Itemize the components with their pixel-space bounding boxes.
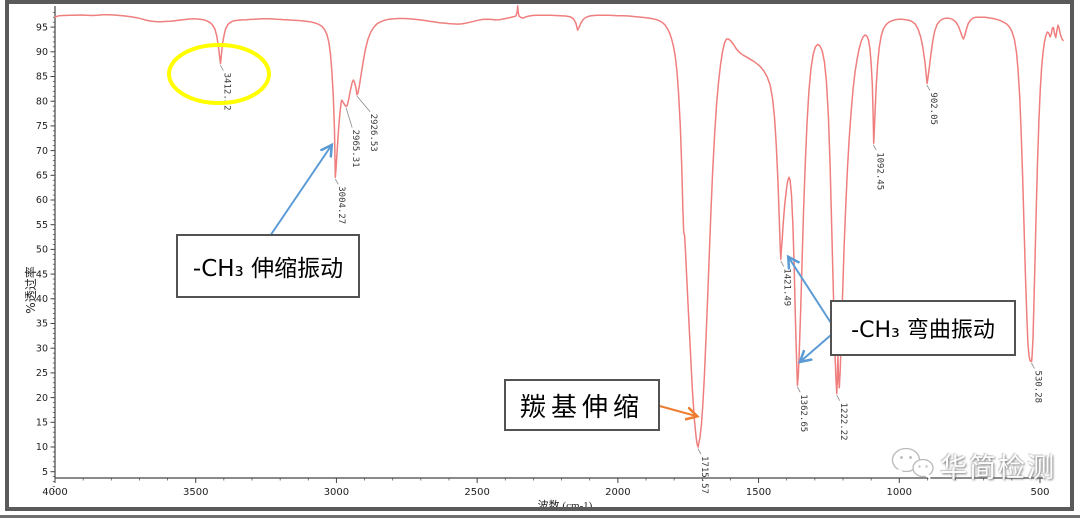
peak-label-leader <box>697 448 702 455</box>
peak-label: 1715.57 <box>699 456 709 494</box>
x-tick-label: 2000 <box>605 487 630 498</box>
peak-label-leader <box>872 144 877 151</box>
watermark: 华简检测 <box>890 444 1056 486</box>
y-tick-label: 95 <box>36 22 48 33</box>
y-tick-label: 40 <box>36 294 48 305</box>
x-tick-label: 4000 <box>42 487 67 498</box>
chat-bubbles-logo-icon <box>891 447 934 480</box>
y-tick-label: 55 <box>36 220 48 231</box>
y-tick-label: 5 <box>42 467 48 478</box>
peak-label: 530.28 <box>1032 371 1042 404</box>
y-tick-label: 15 <box>36 418 48 429</box>
y-tick-label: 70 <box>36 146 48 157</box>
y-tick-label: 80 <box>36 96 48 107</box>
y-tick-label: 85 <box>36 72 48 83</box>
peak-label: 2965.31 <box>350 130 360 168</box>
y-tick-label: 50 <box>36 245 48 256</box>
peak-label-leader <box>796 386 801 393</box>
peak-label-leader <box>345 108 353 128</box>
annotation-label-ch3-stretch: -CH₃ 伸缩振动 <box>192 256 344 282</box>
peak-label: 902.05 <box>928 92 938 125</box>
spectrum-line <box>54 5 1064 448</box>
peak-label: 1421.49 <box>782 268 792 306</box>
annotation-box-carbonyl: 羰基伸缩 <box>504 379 660 431</box>
annotation-box-ch3-stretch: -CH₃ 伸缩振动 <box>176 234 360 298</box>
annotation-label-carbonyl: 羰基伸缩 <box>519 392 644 422</box>
y-tick-label: 60 <box>36 195 48 206</box>
y-tick-label: 30 <box>36 343 48 354</box>
peak-label: 3412.32 <box>221 73 231 111</box>
ch3-stretch-arrow <box>269 146 331 237</box>
peak-label: 1362.65 <box>798 394 808 432</box>
y-tick-label: 65 <box>36 171 48 182</box>
x-tick-label: 3000 <box>324 487 349 498</box>
ch3-bend-arrow-upper <box>789 258 832 324</box>
y-tick-label: 35 <box>36 319 48 330</box>
peak-label-leader <box>1031 362 1035 369</box>
peak-label: 1092.45 <box>874 152 884 190</box>
y-tick-label: 25 <box>36 368 48 379</box>
y-axis-title: %透过率 <box>23 266 38 313</box>
peak-label-leader <box>356 96 371 113</box>
x-tick-label: 1500 <box>746 487 771 498</box>
x-tick-label: 3500 <box>183 487 208 498</box>
y-tick-label: 10 <box>36 442 48 453</box>
annotation-label-ch3-bend: -CH₃ 弯曲振动 <box>851 318 995 343</box>
y-tick-label: 90 <box>36 47 48 58</box>
peak-label-leader <box>780 260 785 267</box>
peak-label: 1222.22 <box>838 403 848 441</box>
y-tick-label: 45 <box>36 269 48 280</box>
annotation-box-ch3-bend: -CH₃ 弯曲振动 <box>830 300 1016 356</box>
peak-label-leader <box>334 178 339 185</box>
peak-label: 3004.27 <box>336 186 346 224</box>
watermark-text: 华简检测 <box>940 452 1056 484</box>
x-tick-label: 2500 <box>464 487 489 498</box>
peak-label: 2926.53 <box>368 114 378 152</box>
carbonyl-arrow <box>655 404 696 416</box>
x-tick-label: 1000 <box>887 487 912 498</box>
ch3-bend-arrow-lower <box>801 334 832 361</box>
peak-label-leader <box>926 84 931 91</box>
yellow-highlight-ellipse <box>167 43 271 105</box>
peak-label-leader <box>836 394 841 401</box>
x-tick-label: 500 <box>1030 487 1049 498</box>
y-tick-label: 20 <box>36 393 48 404</box>
y-tick-label: 75 <box>36 121 48 132</box>
page-bottom-edge <box>0 515 1080 518</box>
peak-label-leader <box>220 64 224 71</box>
